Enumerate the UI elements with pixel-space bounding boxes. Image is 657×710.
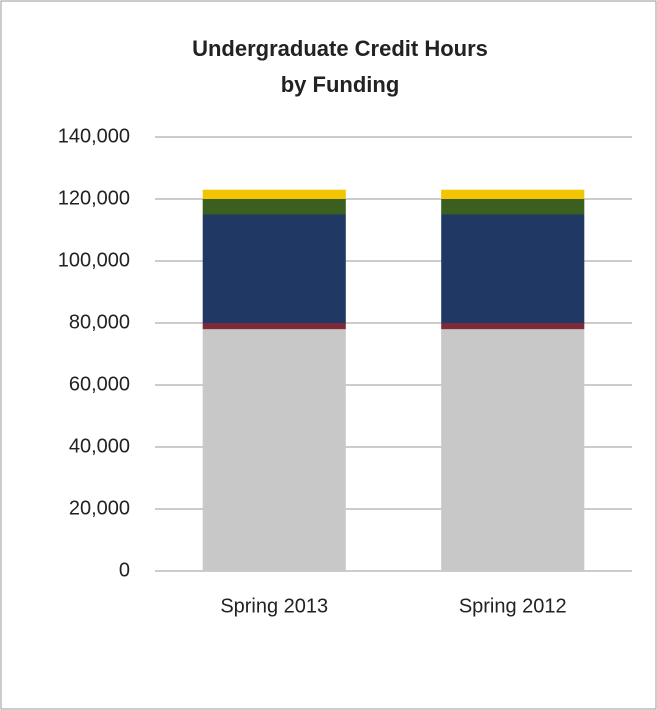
y-tick-label: 120,000 [58, 187, 130, 209]
y-tick-label: 20,000 [69, 497, 130, 519]
bar-segment [441, 215, 584, 324]
chart-title: Undergraduate Credit Hours [192, 36, 488, 61]
bar-segment [203, 215, 346, 324]
bar-segment [441, 199, 584, 215]
bar-segment [203, 190, 346, 199]
x-tick-label: Spring 2012 [459, 595, 567, 617]
chart: Undergraduate Credit Hours by Funding 0 2… [0, 0, 657, 710]
y-tick-label: 0 [119, 559, 130, 581]
bar-segment [441, 190, 584, 199]
x-tick-label: Spring 2013 [220, 595, 328, 617]
y-tick-label: 140,000 [58, 125, 130, 147]
bar-segment [203, 199, 346, 215]
bar-segment [441, 323, 584, 329]
y-tick-label: 60,000 [69, 373, 130, 395]
bar-segment [203, 323, 346, 329]
bar-segment [203, 329, 346, 571]
chart-subtitle: by Funding [281, 72, 400, 97]
y-tick-label: 100,000 [58, 249, 130, 271]
bar-segment [441, 329, 584, 571]
y-tick-label: 80,000 [69, 311, 130, 333]
y-tick-label: 40,000 [69, 435, 130, 457]
